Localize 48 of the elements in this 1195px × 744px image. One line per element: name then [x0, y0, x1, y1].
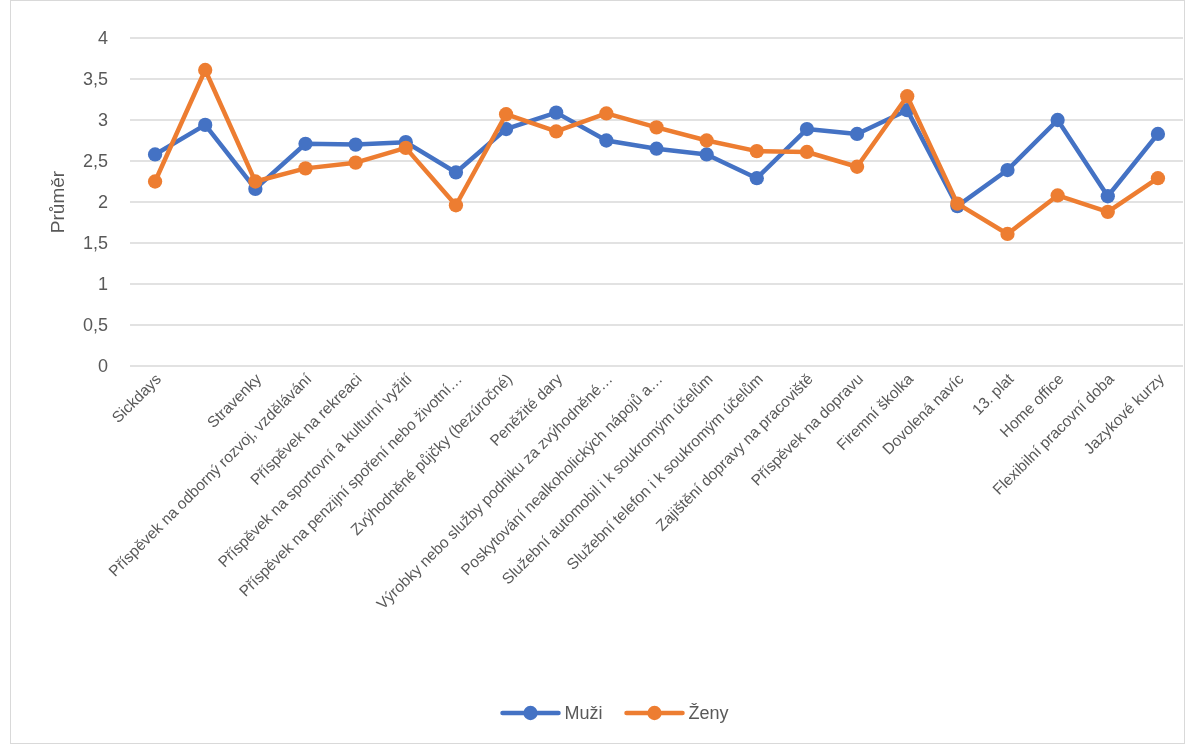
point: [849, 159, 865, 174]
point: [749, 144, 764, 159]
point: [1050, 188, 1065, 203]
point: [348, 155, 363, 170]
point: [248, 174, 263, 189]
point: [1150, 171, 1166, 186]
point: [448, 198, 464, 213]
y-tick-label: 1,5: [82, 233, 108, 254]
point: [649, 141, 664, 156]
point: [749, 171, 764, 186]
point: [549, 124, 564, 139]
point: [799, 144, 815, 160]
point: [799, 121, 815, 137]
y-tick-label: 3,5: [82, 69, 108, 90]
point: [298, 136, 313, 151]
y-tick-label: 0,5: [82, 315, 108, 336]
point: [498, 107, 514, 122]
y-tick-label: 4: [97, 28, 108, 49]
point: [699, 133, 714, 148]
point: [1100, 204, 1115, 219]
point: [198, 117, 213, 133]
point: [649, 120, 664, 135]
point: [549, 105, 564, 120]
legend-label: Muži: [564, 703, 603, 724]
point: [599, 106, 614, 121]
point: [699, 147, 714, 162]
y-tick-label: 2,5: [82, 151, 108, 172]
y-axis-title: Průměr: [47, 170, 68, 234]
point: [348, 137, 363, 152]
point: [147, 147, 163, 162]
point: [448, 165, 464, 180]
point: [147, 174, 163, 189]
point: [1050, 112, 1065, 128]
point: [298, 161, 313, 176]
y-tick-label: 0: [97, 356, 108, 377]
y-tick-label: 3: [97, 110, 108, 131]
point: [398, 140, 413, 155]
point: [1100, 189, 1115, 204]
y-tick-label: 2: [97, 192, 108, 213]
point: [599, 133, 614, 148]
point: [198, 62, 213, 78]
point: [1150, 126, 1166, 142]
point: [1000, 226, 1015, 242]
y-tick-label: 1: [97, 274, 108, 295]
point: [1000, 162, 1015, 178]
point: [849, 126, 865, 142]
legend-label: Ženy: [688, 703, 729, 724]
point: [900, 89, 915, 104]
